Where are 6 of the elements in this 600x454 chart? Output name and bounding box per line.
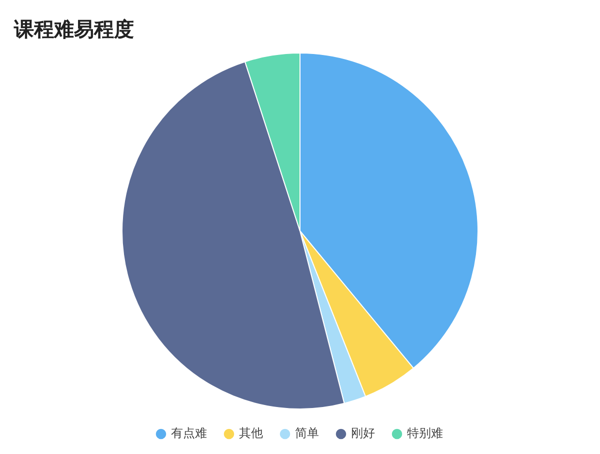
legend-label: 有点难 xyxy=(171,426,207,440)
chart-title: 课程难易程度 xyxy=(14,16,134,43)
legend-label: 其他 xyxy=(239,426,263,440)
legend-label: 刚好 xyxy=(351,426,375,440)
legend-label: 特别难 xyxy=(407,426,443,440)
legend-label: 简单 xyxy=(295,426,319,440)
